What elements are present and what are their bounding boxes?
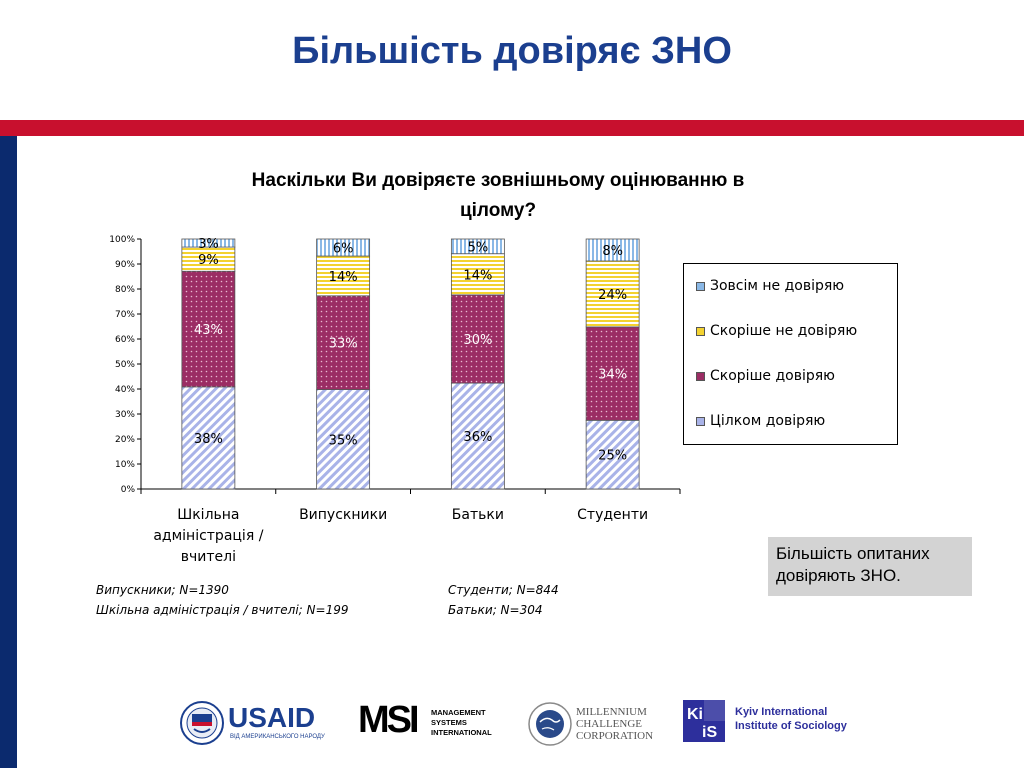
kiis-logo: Ki iS Kyiv International Institute of So… (683, 700, 863, 744)
legend-label: Скоріше не довіряю (710, 323, 858, 339)
data-label: 43% (194, 323, 223, 338)
x-category-label: вчителі (181, 549, 236, 565)
kiis-line-2: Institute of Sociology (735, 720, 847, 732)
mcc-line-1: MILLENNIUM (576, 706, 647, 718)
data-label: 9% (198, 253, 219, 268)
x-category-label: Студенти (577, 507, 648, 523)
y-tick-label: 30% (115, 410, 135, 420)
msi-logo: MSI MANAGEMENT SYSTEMS INTERNATIONAL (358, 699, 508, 745)
data-label: 25% (598, 449, 627, 464)
legend-item: Зовсім не довіряю (696, 278, 845, 294)
mcc-globe-icon (528, 702, 572, 746)
summary-note-line-2: довіряють ЗНО. (776, 566, 901, 585)
legend-label: Зовсім не довіряю (710, 278, 845, 294)
data-label: 14% (463, 268, 492, 283)
footnote-school: Шкільна адміністрація / вчителі; N=199 (96, 603, 349, 617)
legend-label: Цілком довіряю (710, 413, 826, 429)
data-label: 34% (598, 368, 627, 383)
legend-label: Скоріше довіряю (710, 368, 835, 384)
bar-segment (316, 295, 371, 390)
data-label: 36% (463, 430, 492, 445)
legend-item: Скоріше довіряю (696, 368, 835, 384)
bar-segment (181, 238, 236, 248)
bar-segment (585, 326, 640, 421)
legend-swatch (696, 327, 705, 336)
msi-mark: MSI (358, 699, 420, 741)
bar-segment (181, 386, 236, 490)
y-tick-label: 100% (109, 235, 135, 245)
footnote-graduates: Випускники; N=1390 (96, 583, 229, 597)
summary-note: Більшість опитаних довіряють ЗНО. (768, 537, 972, 596)
bar-segment (585, 260, 640, 328)
legend-swatch (696, 417, 705, 426)
data-label: 24% (598, 288, 627, 303)
y-tick-label: 20% (115, 435, 135, 445)
footnote-students: Студенти; N=844 (448, 583, 559, 597)
bar-segment (585, 419, 640, 490)
mcc-line-3: CORPORATION (576, 730, 654, 742)
bar-segment (181, 246, 236, 272)
bar-segment (181, 270, 236, 388)
data-label: 6% (333, 242, 354, 257)
usaid-logo: USAID ВІД АМЕРИКАНСЬКОГО НАРОДУ (180, 700, 325, 746)
data-label: 33% (329, 337, 358, 352)
side-accent-bar (0, 136, 17, 768)
bar-segment (585, 238, 640, 262)
data-label: 3% (198, 237, 219, 252)
legend-item: Скоріше не довіряю (696, 323, 858, 339)
x-category-label: адміністрація / (153, 528, 263, 544)
summary-note-line-1: Більшість опитаних (776, 544, 930, 563)
header-divider (0, 120, 1024, 136)
legend-item: Цілком довіряю (696, 413, 826, 429)
data-label: 8% (602, 244, 623, 259)
data-label: 14% (329, 270, 358, 285)
y-tick-label: 0% (121, 485, 136, 495)
y-tick-label: 40% (115, 385, 135, 395)
mcc-logo: MILLENNIUM CHALLENGE CORPORATION (528, 700, 668, 748)
legend-swatch (696, 282, 705, 291)
data-label: 38% (194, 432, 223, 447)
mcc-line-2: CHALLENGE (576, 718, 642, 730)
usaid-seal-icon (180, 701, 224, 745)
kiis-line-1: Kyiv International (735, 706, 828, 718)
x-category-label: Шкільна (177, 507, 239, 523)
msi-line-3: INTERNATIONAL (431, 728, 492, 737)
bar-segment (316, 238, 371, 257)
y-tick-label: 50% (115, 360, 135, 370)
chart-legend: Зовсім не довіряю Скоріше не довіряю Скорі… (683, 263, 898, 445)
slide-title: Більшість довіряє ЗНО (292, 30, 732, 72)
svg-text:iS: iS (702, 724, 717, 741)
y-tick-label: 70% (115, 310, 135, 320)
msi-line-1: MANAGEMENT (431, 708, 486, 717)
data-label: 30% (463, 333, 492, 348)
kiis-mark-icon: Ki iS (683, 700, 725, 742)
y-tick-label: 80% (115, 285, 135, 295)
legend-swatch (696, 372, 705, 381)
chart-title-line-2: цілому? (460, 200, 536, 221)
bar-segment (450, 238, 505, 255)
x-category-label: Випускники (299, 507, 387, 523)
usaid-tagline: ВІД АМЕРИКАНСЬКОГО НАРОДУ (230, 734, 325, 740)
bar-segment (450, 382, 505, 490)
svg-text:Ki: Ki (687, 706, 703, 723)
data-label: 35% (329, 433, 358, 448)
bar-segment (316, 255, 371, 297)
footnote-parents: Батьки; N=304 (448, 603, 543, 617)
x-category-label: Батьки (452, 507, 504, 523)
y-tick-label: 60% (115, 335, 135, 345)
usaid-name: USAID (228, 702, 316, 733)
y-tick-label: 90% (115, 260, 135, 270)
data-label: 5% (468, 240, 489, 255)
chart-title-line-1: Наскільки Ви довіряєте зовнішньому оціню… (252, 170, 745, 191)
bar-segment (316, 389, 371, 490)
msi-line-2: SYSTEMS (431, 718, 467, 727)
y-tick-label: 10% (115, 460, 135, 470)
